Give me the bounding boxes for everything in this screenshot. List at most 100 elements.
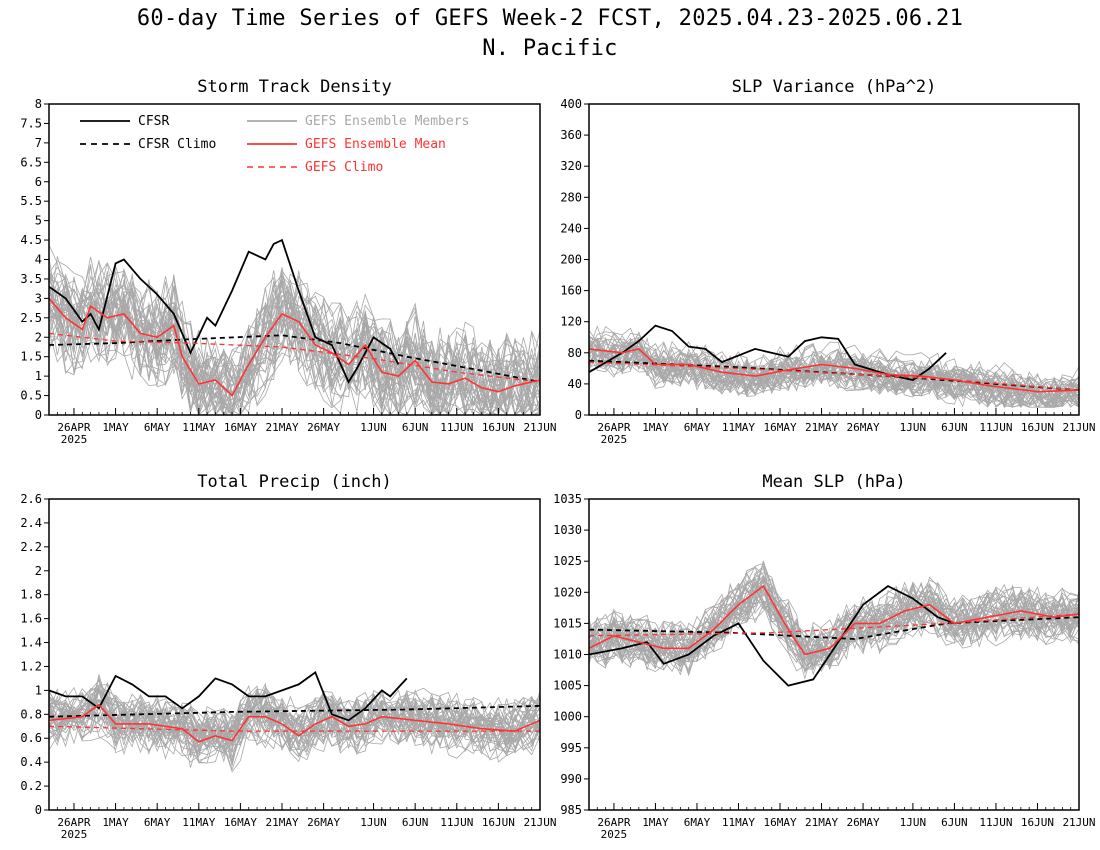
- x-tick-label: 26MAY: [307, 816, 340, 829]
- y-tick-label: 2.6: [20, 492, 42, 506]
- panel-title: SLP Variance (hPa^2): [732, 77, 937, 97]
- y-tick-label: 2.2: [20, 540, 42, 554]
- y-tick-label: 1.2: [20, 659, 42, 673]
- x-tick-label: 11JUN: [440, 421, 473, 434]
- x-tick-label: 6JUN: [402, 421, 429, 434]
- main-title-line1: 60-day Time Series of GEFS Week-2 FCST, …: [136, 6, 964, 31]
- y-tick-label: 280: [560, 190, 582, 204]
- y-tick-label: 120: [560, 315, 582, 329]
- y-tick-label: 995: [560, 741, 582, 755]
- y-tick-label: 0.6: [20, 731, 42, 745]
- y-tick-label: 7: [35, 136, 42, 150]
- y-tick-label: 0.5: [20, 389, 42, 403]
- x-year-label: 2025: [601, 828, 628, 841]
- ensemble-member-line: [48, 684, 541, 749]
- x-tick-label: 26APR: [597, 421, 630, 434]
- x-tick-label: 21JUN: [523, 816, 556, 829]
- x-tick-label: 6MAY: [144, 816, 171, 829]
- x-year-label: 2025: [61, 433, 88, 446]
- ensemble-member-line: [48, 702, 541, 768]
- ensemble-member-line: [48, 264, 541, 417]
- cfsr-climo-line: [48, 705, 541, 718]
- x-tick-label: 21JUN: [1062, 816, 1095, 829]
- legend-members-label: GEFS Ensemble Members: [305, 114, 469, 129]
- y-tick-label: 1.8: [20, 588, 42, 602]
- gefs-climo-line: [48, 332, 541, 383]
- x-tick-label: 1MAY: [642, 816, 669, 829]
- y-tick-label: 1035: [553, 492, 582, 506]
- y-tick-label: 5: [35, 214, 42, 228]
- cfsr-line: [588, 585, 955, 687]
- x-tick-label: 16MAY: [224, 816, 257, 829]
- y-tick-label: 1.6: [20, 612, 42, 626]
- gefs-mean-line: [48, 703, 541, 743]
- ensemble-member-line: [48, 265, 541, 416]
- gefs-climo-line: [588, 361, 1080, 391]
- x-tick-label: 6JUN: [941, 816, 968, 829]
- x-tick-label: 26MAY: [847, 816, 880, 829]
- x-tick-label: 21JUN: [523, 421, 556, 434]
- y-tick-label: 1: [35, 683, 42, 697]
- x-tick-label: 26MAY: [307, 421, 340, 434]
- ensemble-member-line: [48, 710, 541, 771]
- ensemble-member-line: [48, 681, 541, 742]
- gefs-climo-line: [588, 613, 1080, 637]
- ensemble-member-line: [588, 587, 1080, 677]
- x-tick-label: 21MAY: [805, 421, 838, 434]
- ensemble-member-line: [48, 691, 541, 754]
- y-tick-label: 1005: [553, 679, 582, 693]
- x-tick-label: 6JUN: [941, 421, 968, 434]
- y-tick-label: 1020: [553, 585, 582, 599]
- ensemble-member-line: [588, 339, 1080, 396]
- x-tick-label: 16JUN: [1021, 421, 1054, 434]
- y-tick-label: 360: [560, 128, 582, 142]
- y-tick-label: 3: [35, 291, 42, 305]
- y-tick-label: 160: [560, 284, 582, 298]
- x-tick-label: 6MAY: [144, 421, 171, 434]
- y-tick-label: 4: [35, 253, 42, 267]
- y-tick-label: 40: [568, 377, 582, 391]
- ensemble-member-line: [48, 301, 541, 417]
- y-tick-label: 240: [560, 221, 582, 235]
- ensemble-member-line: [588, 601, 1080, 676]
- y-tick-label: 2.4: [20, 516, 42, 530]
- y-tick-label: 0.8: [20, 707, 42, 721]
- ensemble-member-line: [48, 699, 541, 758]
- cfsr-line: [48, 670, 408, 722]
- legend-cfsr-label: CFSR: [138, 114, 169, 129]
- ensemble-member-line: [48, 691, 541, 759]
- x-tick-label: 1MAY: [102, 816, 129, 829]
- y-tick-label: 1030: [553, 523, 582, 537]
- cfsr-climo-line: [588, 616, 1080, 640]
- y-tick-label: 1015: [553, 616, 582, 630]
- y-tick-label: 2.5: [20, 311, 42, 325]
- x-tick-label: 16MAY: [763, 421, 796, 434]
- x-tick-label: 16JUN: [1021, 816, 1054, 829]
- ensemble-member-line: [588, 572, 1080, 657]
- y-tick-label: 1.4: [20, 636, 42, 650]
- y-tick-label: 6: [35, 175, 42, 189]
- ensemble-member-line: [48, 698, 541, 764]
- legend-cfsr-climo-label: CFSR Climo: [138, 137, 216, 152]
- x-tick-label: 11JUN: [979, 421, 1012, 434]
- x-tick-label: 1JUN: [360, 421, 387, 434]
- x-year-label: 2025: [601, 433, 628, 446]
- x-tick-label: 26APR: [597, 816, 630, 829]
- x-tick-label: 26APR: [57, 421, 90, 434]
- x-tick-label: 1MAY: [642, 421, 669, 434]
- y-tick-label: 2: [35, 564, 42, 578]
- x-tick-label: 1MAY: [102, 421, 129, 434]
- panel-title: Total Precip (inch): [197, 472, 391, 492]
- x-tick-label: 21MAY: [265, 816, 298, 829]
- x-tick-label: 1JUN: [360, 816, 387, 829]
- y-tick-label: 200: [560, 253, 582, 267]
- ensemble-member-line: [588, 350, 1080, 409]
- ensemble-member-line: [588, 339, 1080, 408]
- panel-title: Storm Track Density: [197, 77, 391, 97]
- y-tick-label: 1025: [553, 554, 582, 568]
- plot-frame: [48, 498, 541, 811]
- ensemble-member-line: [48, 300, 541, 417]
- y-tick-label: 2: [35, 330, 42, 344]
- ensemble-member-line: [588, 348, 1080, 408]
- gefs-mean-line: [588, 348, 1080, 393]
